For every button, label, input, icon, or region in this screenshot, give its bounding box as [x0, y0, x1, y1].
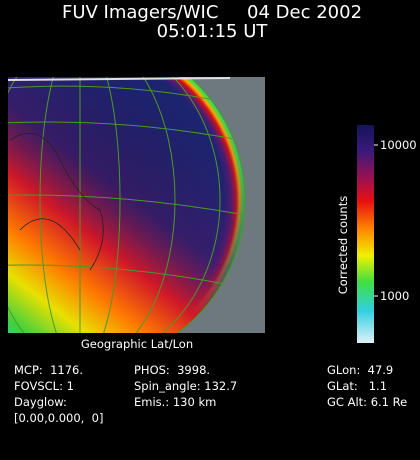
title: FUV Imagers/WIC 04 Dec 2002 [62, 2, 362, 23]
info-line: GLon: 47.9 [327, 363, 393, 377]
auroral-image [8, 77, 265, 333]
time: 05:01:15 UT [157, 21, 269, 42]
colorbar-tick-label: 10000 [380, 138, 417, 152]
colorbar-tick-label: 1000 [380, 289, 409, 303]
info-line: MCP: 1176. [14, 363, 83, 377]
info-line: FOVSCL: 1 [14, 379, 74, 393]
info-line: GLat: 1.1 [327, 379, 387, 393]
image-caption: Geographic Lat/Lon [81, 337, 193, 351]
info-line: [0.00,0.000, 0] [14, 411, 103, 425]
info-line: GC Alt: 6.1 Re [327, 395, 407, 409]
colorbar [357, 125, 374, 343]
info-line: Dayglow: [14, 395, 67, 409]
info-panel: MCP: 1176. FOVSCL: 1 Dayglow: [0.00,0.000, … [14, 363, 407, 425]
info-line: Emis.: 130 km [134, 395, 216, 409]
colorbar-label: Corrected counts [336, 196, 350, 294]
info-line: PHOS: 3998. [134, 363, 210, 377]
info-line: Spin_angle: 132.7 [134, 379, 237, 393]
